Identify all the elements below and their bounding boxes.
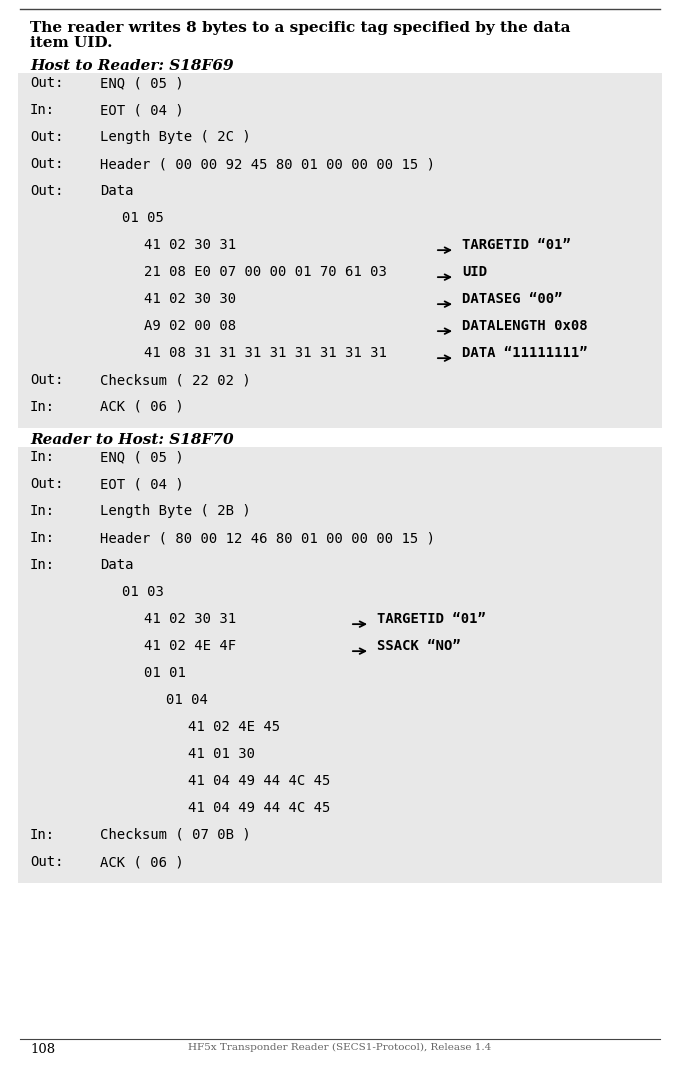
Text: Data: Data	[100, 558, 133, 572]
Text: 41 02 30 30: 41 02 30 30	[144, 292, 236, 305]
Text: 41 04 49 44 4C 45: 41 04 49 44 4C 45	[188, 774, 330, 788]
Text: In:: In:	[30, 531, 55, 546]
Text: In:: In:	[30, 449, 55, 464]
Text: The reader writes 8 bytes to a specific tag specified by the data: The reader writes 8 bytes to a specific …	[30, 21, 571, 35]
Text: Out:: Out:	[30, 373, 63, 387]
Text: DATASEG “00”: DATASEG “00”	[462, 292, 562, 305]
Text: UID: UID	[462, 265, 487, 279]
Text: ACK ( 06 ): ACK ( 06 )	[100, 855, 184, 870]
Text: SSACK “NO”: SSACK “NO”	[377, 639, 461, 654]
Text: DATA “11111111”: DATA “11111111”	[462, 346, 588, 360]
Text: Checksum ( 07 0B ): Checksum ( 07 0B )	[100, 828, 251, 842]
Text: In:: In:	[30, 558, 55, 572]
Text: Out:: Out:	[30, 157, 63, 171]
Bar	[18, 73, 662, 428]
Text: Length Byte ( 2B ): Length Byte ( 2B )	[100, 504, 251, 518]
Text: A9 02 00 08: A9 02 00 08	[144, 319, 236, 333]
Text: Header ( 80 00 12 46 80 01 00 00 00 15 ): Header ( 80 00 12 46 80 01 00 00 00 15 )	[100, 531, 435, 546]
Text: Host to Reader: S18F69: Host to Reader: S18F69	[30, 59, 234, 73]
Text: 01 05: 01 05	[122, 211, 164, 225]
Text: 21 08 E0 07 00 00 01 70 61 03: 21 08 E0 07 00 00 01 70 61 03	[144, 265, 387, 279]
Text: Out:: Out:	[30, 855, 63, 870]
Text: 01 04: 01 04	[166, 693, 208, 707]
Text: DATALENGTH 0x08: DATALENGTH 0x08	[462, 319, 588, 333]
Text: 41 08 31 31 31 31 31 31 31 31: 41 08 31 31 31 31 31 31 31 31	[144, 346, 387, 360]
Text: 41 02 30 31: 41 02 30 31	[144, 238, 236, 252]
Text: ENQ ( 05 ): ENQ ( 05 )	[100, 449, 184, 464]
Text: In:: In:	[30, 504, 55, 518]
Text: TARGETID “01”: TARGETID “01”	[462, 238, 571, 252]
Text: 41 02 30 31: 41 02 30 31	[144, 612, 236, 626]
Text: Out:: Out:	[30, 477, 63, 491]
Text: EOT ( 04 ): EOT ( 04 )	[100, 103, 184, 117]
Text: Checksum ( 22 02 ): Checksum ( 22 02 )	[100, 373, 251, 387]
Text: Length Byte ( 2C ): Length Byte ( 2C )	[100, 130, 251, 144]
Text: TARGETID “01”: TARGETID “01”	[377, 612, 486, 626]
Text: In:: In:	[30, 103, 55, 117]
Text: Reader to Host: S18F70: Reader to Host: S18F70	[30, 433, 234, 447]
Text: Out:: Out:	[30, 184, 63, 197]
Text: EOT ( 04 ): EOT ( 04 )	[100, 477, 184, 491]
Text: 41 01 30: 41 01 30	[188, 747, 255, 762]
Text: Header ( 00 00 92 45 80 01 00 00 00 15 ): Header ( 00 00 92 45 80 01 00 00 00 15 )	[100, 157, 435, 171]
Text: 01 01: 01 01	[144, 666, 186, 680]
Text: 41 02 4E 4F: 41 02 4E 4F	[144, 639, 236, 654]
Text: item UID.: item UID.	[30, 36, 112, 50]
Text: In:: In:	[30, 400, 55, 413]
Text: In:: In:	[30, 828, 55, 842]
Text: 108: 108	[30, 1043, 55, 1056]
Text: 41 04 49 44 4C 45: 41 04 49 44 4C 45	[188, 801, 330, 815]
Text: ENQ ( 05 ): ENQ ( 05 )	[100, 76, 184, 89]
Text: HF5x Transponder Reader (SECS1-Protocol), Release 1.4: HF5x Transponder Reader (SECS1-Protocol)…	[188, 1043, 492, 1052]
Text: Data: Data	[100, 184, 133, 197]
Bar	[18, 447, 662, 883]
Text: ACK ( 06 ): ACK ( 06 )	[100, 400, 184, 413]
Text: Out:: Out:	[30, 76, 63, 89]
Text: 41 02 4E 45: 41 02 4E 45	[188, 720, 280, 734]
Text: 01 03: 01 03	[122, 585, 164, 599]
Text: Out:: Out:	[30, 130, 63, 144]
